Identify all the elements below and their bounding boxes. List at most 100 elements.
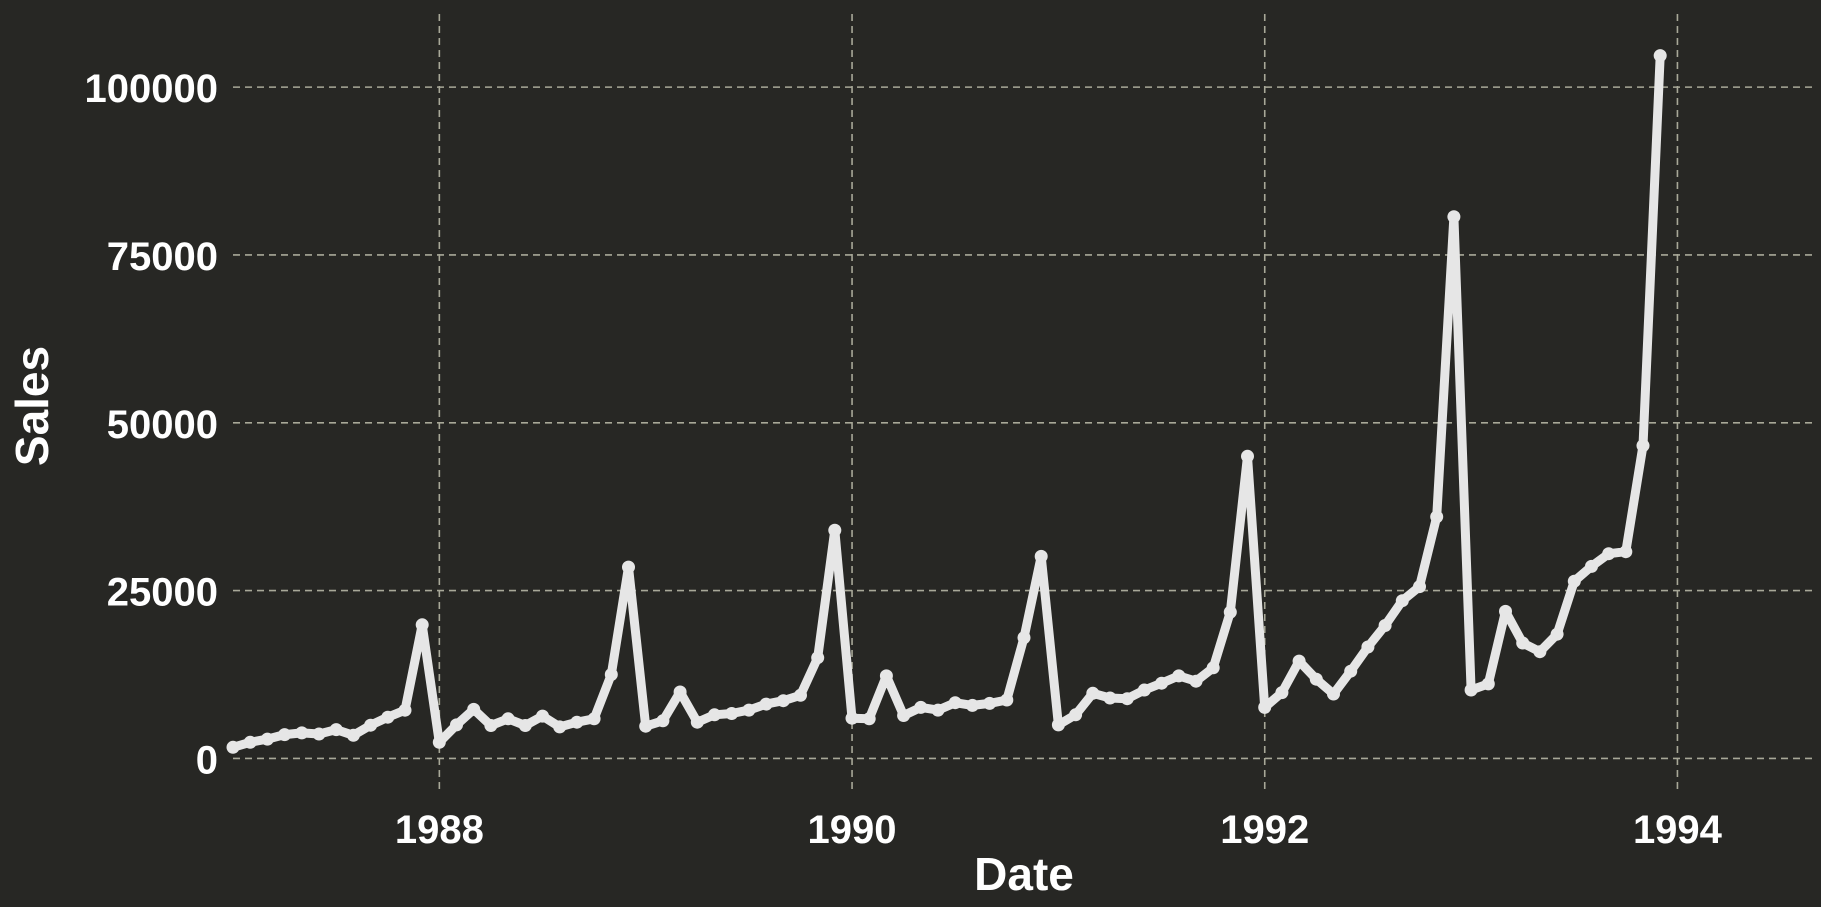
data-point: [1309, 672, 1323, 686]
data-point: [501, 712, 515, 726]
data-point: [398, 703, 412, 717]
data-point: [1017, 631, 1031, 645]
x-axis-title: Date: [974, 848, 1074, 900]
data-point: [381, 710, 395, 724]
data-point: [811, 651, 825, 665]
data-point: [673, 685, 687, 699]
data-point: [415, 618, 429, 632]
data-point: [742, 703, 756, 717]
data-point: [1223, 605, 1237, 619]
data-point: [1172, 669, 1186, 683]
tick-labels: 0 25000 50000 75000 100000 1988 1990 1992 1994: [85, 67, 1723, 852]
data-point: [1103, 691, 1117, 705]
data-point: [639, 719, 653, 733]
data-point: [1567, 574, 1581, 588]
data-point: [776, 694, 790, 708]
y-tick-label: 100000: [85, 67, 218, 111]
data-point: [1499, 604, 1512, 618]
data-point: [1447, 210, 1461, 224]
data-point: [1241, 449, 1254, 463]
data-point: [622, 560, 635, 574]
data-point: [1378, 619, 1392, 632]
series-line: [228, 51, 1665, 752]
data-point: [845, 711, 859, 725]
data-point: [1481, 677, 1495, 691]
y-tick-label: 25000: [107, 571, 218, 615]
data-point: [862, 712, 876, 726]
data-point: [897, 709, 911, 722]
data-point: [553, 720, 567, 734]
data-point: [1413, 580, 1426, 594]
data-point: [1120, 692, 1134, 706]
data-point: [1395, 594, 1409, 608]
data-point: [518, 719, 532, 732]
data-point: [656, 714, 670, 728]
data-point: [295, 726, 309, 740]
data-point: [260, 732, 274, 746]
data-point: [243, 735, 257, 749]
data-point: [1206, 661, 1220, 675]
data-point: [1533, 645, 1547, 659]
data-point: [1034, 549, 1048, 563]
data-point: [690, 715, 704, 729]
data-point: [364, 718, 378, 732]
data-point: [1086, 686, 1100, 700]
grid-lines: [233, 14, 1815, 792]
data-point: [914, 700, 928, 714]
data-point: [1258, 700, 1272, 714]
x-tick-label: 1990: [808, 808, 897, 852]
data-point: [725, 707, 739, 720]
y-axis-title: Sales: [6, 346, 58, 466]
data-point: [983, 696, 997, 710]
data-point: [1189, 674, 1203, 688]
y-tick-label: 50000: [107, 403, 218, 447]
x-tick-label: 1988: [395, 808, 484, 852]
y-tick-label: 75000: [107, 235, 218, 279]
data-point: [450, 718, 463, 732]
data-point: [1327, 687, 1340, 701]
data-point: [1292, 654, 1306, 668]
x-tick-label: 1992: [1220, 808, 1309, 852]
data-point: [1051, 718, 1065, 732]
data-point: [1361, 640, 1375, 654]
data-point: [759, 697, 773, 711]
data-point: [1344, 664, 1358, 678]
data-point: [226, 740, 240, 754]
data-point: [708, 708, 721, 722]
data-point: [828, 523, 842, 537]
data-point: [1653, 49, 1667, 63]
data-point: [312, 727, 326, 741]
data-point: [1602, 547, 1616, 561]
data-point: [587, 712, 601, 726]
data-point: [346, 728, 360, 742]
data-point: [931, 703, 945, 717]
data-point: [1069, 708, 1083, 722]
data-point: [1464, 683, 1478, 697]
data-point: [467, 702, 481, 716]
data-point: [1619, 545, 1633, 559]
data-point: [484, 719, 498, 732]
data-point: [1155, 676, 1169, 690]
series-sales: [226, 49, 1667, 754]
data-point: [1000, 693, 1014, 707]
data-point: [1636, 439, 1650, 453]
data-point: [1550, 627, 1564, 641]
data-point: [536, 709, 549, 723]
data-point: [432, 735, 446, 749]
x-tick-label: 1994: [1633, 808, 1723, 852]
data-point: [278, 728, 292, 742]
data-point: [570, 715, 584, 729]
data-point: [1137, 683, 1151, 697]
data-point: [794, 688, 807, 702]
data-point: [1585, 559, 1598, 573]
data-point: [948, 696, 962, 710]
data-point: [1275, 686, 1289, 700]
data-point: [965, 698, 979, 712]
data-point: [604, 668, 618, 681]
data-point: [1516, 636, 1530, 650]
data-point: [879, 669, 893, 683]
data-point: [329, 723, 343, 737]
y-tick-label: 0: [196, 738, 218, 782]
